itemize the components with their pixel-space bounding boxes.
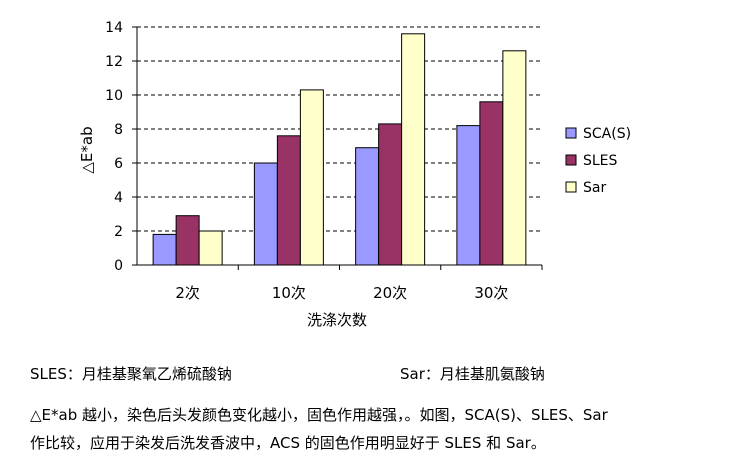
bar [198, 230, 223, 266]
y-tick-label: 6 [114, 156, 123, 172]
bar [299, 89, 324, 266]
definition-sles: SLES：月桂基聚氧乙烯硫酸钠 [30, 365, 232, 383]
y-tick-label: 14 [105, 20, 123, 36]
legend-label: Sar [583, 180, 606, 196]
y-tick-label: 4 [114, 190, 123, 206]
legend: SCA(S) SLES Sar [565, 126, 631, 196]
legend-label: SCA(S) [583, 126, 631, 142]
legend-label: SLES [583, 153, 618, 169]
y-tick-labels: 0 2 4 6 8 10 12 14 [105, 20, 123, 274]
note-line-2: 作比较，应用于染发后洗发香波中，ACS 的固色作用明显好于 SLES 和 Sar… [30, 434, 546, 452]
y-tick-label: 8 [114, 122, 123, 138]
x-category-labels: 2次 10次 20次 30次 [175, 284, 508, 302]
bar [355, 147, 380, 266]
bar [152, 233, 177, 266]
bar [276, 135, 301, 266]
legend-swatch [565, 127, 577, 139]
y-tick-label: 2 [114, 224, 123, 240]
abbreviation-definitions: SLES：月桂基聚氧乙烯硫酸钠 Sar：月桂基肌氨酸钠 [30, 363, 545, 384]
y-axis-title: △E*ab [78, 126, 96, 173]
legend-swatch [565, 154, 577, 166]
x-category-label: 30次 [474, 284, 508, 302]
bar [401, 33, 426, 266]
bar [253, 162, 278, 266]
definition-sar: Sar：月桂基肌氨酸钠 [400, 365, 545, 383]
x-category-label: 20次 [373, 284, 407, 302]
x-category-label: 2次 [175, 284, 200, 302]
bar-chart: 0 2 4 6 8 10 12 14 2次 10次 20次 30次 △E*ab 洗涤次数 SCA(S… [78, 20, 631, 329]
note-line-1: △E*ab 越小，染色后头发颜色变化越小，固色作用越强，。如图，SCA(S)、S… [30, 406, 608, 424]
x-category-label: 10次 [272, 284, 306, 302]
bar [175, 215, 200, 266]
y-tick-label: 0 [114, 258, 123, 274]
y-tick-label: 10 [105, 88, 123, 104]
legend-swatch [565, 181, 577, 193]
axes [132, 26, 543, 270]
bar [479, 101, 504, 266]
bar [502, 50, 527, 266]
x-axis-title: 洗涤次数 [307, 311, 367, 329]
bars [152, 33, 527, 266]
bar [456, 125, 481, 266]
bar [378, 123, 403, 266]
y-tick-label: 12 [105, 54, 123, 70]
